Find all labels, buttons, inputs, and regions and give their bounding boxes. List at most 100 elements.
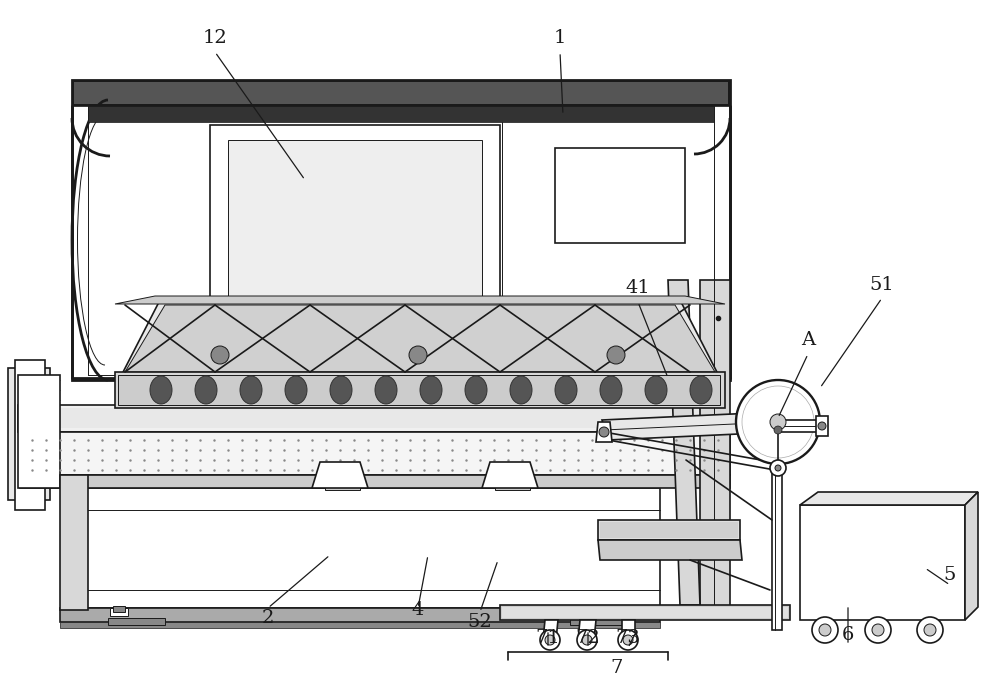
Polygon shape [60, 608, 660, 622]
Ellipse shape [240, 376, 262, 404]
Polygon shape [18, 405, 725, 432]
Text: 1: 1 [554, 29, 566, 47]
Polygon shape [800, 505, 965, 620]
Bar [110, 608, 128, 616]
Polygon shape [72, 80, 730, 380]
Circle shape [865, 617, 891, 643]
Circle shape [812, 617, 838, 643]
Polygon shape [60, 622, 660, 628]
Ellipse shape [510, 376, 532, 404]
Polygon shape [543, 620, 558, 640]
Circle shape [582, 635, 592, 645]
Ellipse shape [330, 376, 352, 404]
Polygon shape [18, 375, 60, 488]
Circle shape [774, 426, 782, 434]
Polygon shape [600, 522, 738, 538]
Text: 51: 51 [870, 276, 894, 294]
Polygon shape [596, 422, 612, 442]
Polygon shape [668, 280, 700, 605]
Polygon shape [602, 412, 782, 440]
Polygon shape [772, 462, 782, 630]
Text: 2: 2 [262, 609, 274, 627]
Ellipse shape [600, 376, 622, 404]
Polygon shape [622, 620, 635, 640]
Polygon shape [18, 408, 722, 428]
Bar [325, 475, 360, 490]
Polygon shape [115, 296, 725, 304]
Polygon shape [108, 618, 165, 625]
Bar [113, 606, 125, 612]
Ellipse shape [195, 376, 217, 404]
Circle shape [545, 635, 555, 645]
Ellipse shape [555, 376, 577, 404]
Ellipse shape [465, 376, 487, 404]
Circle shape [607, 346, 625, 364]
Polygon shape [570, 618, 628, 625]
Text: A: A [801, 331, 815, 349]
Polygon shape [800, 492, 978, 505]
Ellipse shape [150, 376, 172, 404]
Polygon shape [125, 305, 715, 372]
Circle shape [818, 422, 826, 430]
Polygon shape [60, 475, 88, 610]
Circle shape [211, 346, 229, 364]
Ellipse shape [420, 376, 442, 404]
Polygon shape [115, 372, 725, 408]
Bar [210, 125, 500, 325]
Polygon shape [598, 540, 742, 560]
Circle shape [409, 346, 427, 364]
Text: 41: 41 [626, 279, 650, 297]
Polygon shape [20, 432, 730, 475]
Text: 5: 5 [944, 566, 956, 584]
Polygon shape [700, 280, 730, 608]
Ellipse shape [285, 376, 307, 404]
Circle shape [540, 630, 560, 650]
Text: 52: 52 [468, 613, 492, 631]
Circle shape [623, 635, 633, 645]
Text: 72: 72 [576, 629, 600, 647]
Polygon shape [500, 605, 790, 620]
Polygon shape [20, 475, 730, 488]
Ellipse shape [690, 376, 712, 404]
Bar [495, 475, 530, 490]
Polygon shape [74, 82, 728, 104]
Text: 6: 6 [842, 626, 854, 644]
Bar [64, 568, 84, 598]
Circle shape [924, 624, 936, 636]
Bar [590, 608, 608, 616]
Polygon shape [15, 360, 45, 510]
Polygon shape [72, 80, 730, 106]
Polygon shape [598, 520, 740, 540]
Bar [555, 148, 685, 243]
Circle shape [819, 624, 831, 636]
Polygon shape [578, 620, 596, 640]
Bar [228, 140, 482, 310]
Circle shape [736, 380, 820, 464]
Polygon shape [88, 106, 714, 122]
Polygon shape [965, 492, 978, 620]
Ellipse shape [645, 376, 667, 404]
Circle shape [618, 630, 638, 650]
Bar [593, 606, 605, 612]
Polygon shape [118, 375, 720, 405]
Bar [64, 492, 84, 522]
Text: 71: 71 [536, 629, 560, 647]
Polygon shape [120, 300, 720, 378]
Bar [64, 530, 84, 560]
Polygon shape [312, 462, 368, 488]
Circle shape [770, 414, 786, 430]
Circle shape [872, 624, 884, 636]
Polygon shape [502, 607, 788, 618]
Circle shape [599, 427, 609, 437]
Ellipse shape [375, 376, 397, 404]
Circle shape [917, 617, 943, 643]
Polygon shape [816, 416, 828, 436]
Text: 4: 4 [412, 601, 424, 619]
Polygon shape [780, 420, 820, 432]
Text: 73: 73 [616, 629, 640, 647]
Circle shape [577, 630, 597, 650]
Polygon shape [8, 368, 50, 500]
Polygon shape [482, 462, 538, 488]
Polygon shape [72, 488, 660, 608]
Text: 7: 7 [611, 659, 623, 677]
